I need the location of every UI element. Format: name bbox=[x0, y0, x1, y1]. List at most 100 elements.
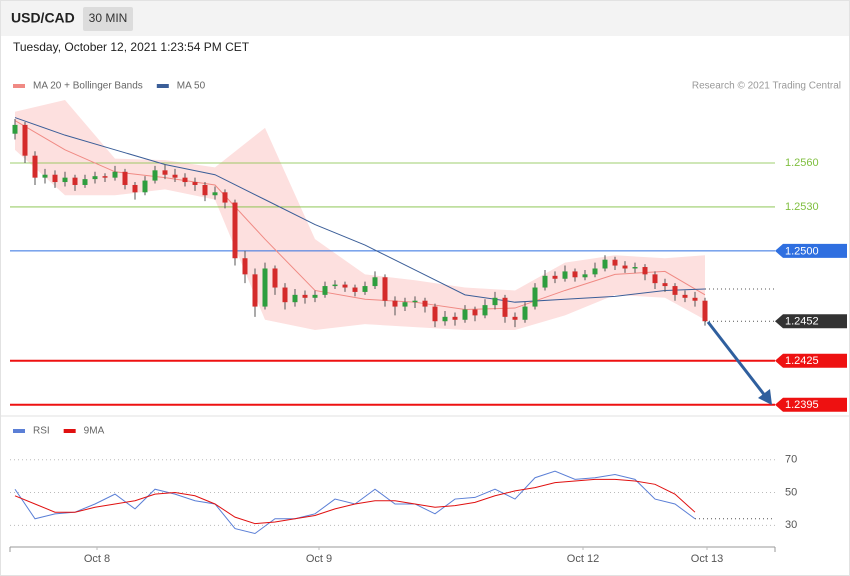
candle-body bbox=[252, 274, 258, 307]
candle-body bbox=[32, 155, 38, 178]
level-tag bbox=[775, 397, 847, 412]
timeframe: 30 MIN bbox=[89, 11, 128, 25]
candle-body bbox=[322, 286, 328, 295]
candle-body bbox=[452, 316, 458, 320]
candle-body bbox=[482, 305, 488, 316]
candle-body bbox=[682, 294, 688, 298]
candle-body bbox=[172, 174, 178, 178]
y-tick-label: 70 bbox=[785, 454, 797, 466]
candle-body bbox=[442, 316, 448, 322]
candle-body bbox=[362, 286, 368, 292]
candle-body bbox=[72, 177, 78, 185]
candle-body bbox=[572, 271, 578, 278]
x-tick-label: Oct 13 bbox=[691, 553, 723, 565]
y-tick-label: 50 bbox=[785, 486, 797, 498]
candle-body bbox=[352, 287, 358, 292]
candle-body bbox=[152, 170, 158, 181]
level-label: 1.2560 bbox=[785, 157, 819, 169]
level-tag bbox=[775, 243, 847, 258]
candle-body bbox=[12, 124, 18, 134]
candle-body bbox=[602, 259, 608, 269]
candle-body bbox=[462, 309, 468, 320]
candle-body bbox=[202, 184, 208, 196]
candle-body bbox=[552, 275, 558, 279]
arrow-head bbox=[758, 389, 772, 405]
candle-body bbox=[372, 277, 378, 287]
candle-body bbox=[62, 177, 68, 183]
level-tag bbox=[775, 314, 847, 329]
legend-swatch bbox=[156, 84, 169, 88]
candle-body bbox=[472, 309, 478, 316]
timeframe-badge bbox=[83, 7, 133, 31]
candle-body bbox=[672, 286, 678, 295]
candle-body bbox=[212, 192, 218, 196]
copyright: Research © 2021 Trading Central bbox=[692, 81, 841, 92]
candle-body bbox=[102, 176, 108, 178]
candle-body bbox=[532, 287, 538, 307]
symbol: USD/CAD bbox=[11, 10, 75, 26]
candle-body bbox=[272, 268, 278, 288]
legend-label: RSI bbox=[33, 426, 50, 437]
candle-body bbox=[242, 258, 248, 275]
candle-body bbox=[622, 265, 628, 269]
candle-body bbox=[312, 294, 318, 298]
candle-body bbox=[502, 297, 508, 317]
candle-body bbox=[662, 283, 668, 287]
candle-body bbox=[422, 300, 428, 307]
x-tick-label: Oct 12 bbox=[567, 553, 599, 565]
candle-body bbox=[512, 316, 518, 320]
level-label: 1.2395 bbox=[785, 399, 819, 411]
x-tick-label: Oct 9 bbox=[306, 553, 332, 565]
candle-body bbox=[542, 275, 548, 288]
timestamp: Tuesday, October 12, 2021 1:23:54 PM CET bbox=[13, 40, 250, 54]
x-tick-label: Oct 8 bbox=[84, 553, 110, 565]
ma-line bbox=[14, 120, 706, 311]
candle-body bbox=[692, 297, 698, 301]
legend-label: MA 50 bbox=[177, 81, 206, 92]
legend-swatch bbox=[13, 84, 25, 88]
candle-body bbox=[42, 174, 48, 178]
candle-body bbox=[492, 297, 498, 306]
candle-body bbox=[232, 202, 238, 259]
y-tick-label: 30 bbox=[785, 519, 797, 531]
legend-swatch bbox=[63, 429, 76, 433]
candle-body bbox=[632, 267, 638, 269]
legend-label: 9MA bbox=[84, 426, 105, 437]
candle-body bbox=[412, 300, 418, 303]
candle-body bbox=[382, 277, 388, 301]
candle-body bbox=[642, 267, 648, 275]
candle-body bbox=[652, 274, 658, 284]
rsi-panel: 70 50 30 Oct 8 Oct 9 Oct 12 Oct 13 RSI 9MA bbox=[9, 426, 797, 565]
level-label: 1.2425 bbox=[785, 355, 819, 367]
candle-body bbox=[192, 182, 198, 185]
price-panel: 1.2560 1.2530 1.2500 1.2452 1.2425 1.2395 MA 2… bbox=[10, 81, 847, 412]
candle-body bbox=[342, 284, 348, 288]
level-label: 1.2500 bbox=[785, 245, 819, 257]
projection-arrow bbox=[706, 321, 768, 398]
candle-body bbox=[612, 259, 618, 266]
candle-body bbox=[282, 287, 288, 303]
candle-body bbox=[262, 268, 268, 307]
legend-label: MA 20 + Bollinger Bands bbox=[33, 81, 143, 92]
level-label: 1.2452 bbox=[785, 316, 819, 328]
candle-body bbox=[302, 294, 308, 298]
candle-body bbox=[432, 306, 438, 322]
candle-body bbox=[22, 124, 28, 156]
legend-swatch bbox=[13, 429, 25, 433]
candle-body bbox=[52, 174, 58, 183]
ma-line bbox=[14, 117, 706, 303]
bollinger-band bbox=[15, 100, 705, 331]
level-tag bbox=[775, 353, 847, 368]
candle-body bbox=[162, 170, 168, 175]
level-label: 1.2530 bbox=[785, 201, 819, 213]
candle-body bbox=[392, 300, 398, 307]
series-line bbox=[14, 478, 696, 525]
candle-body bbox=[82, 179, 88, 185]
candle-body bbox=[402, 302, 408, 307]
candle-body bbox=[142, 180, 148, 193]
candle-body bbox=[592, 268, 598, 275]
candle-body bbox=[92, 176, 98, 180]
candle-body bbox=[582, 274, 588, 278]
